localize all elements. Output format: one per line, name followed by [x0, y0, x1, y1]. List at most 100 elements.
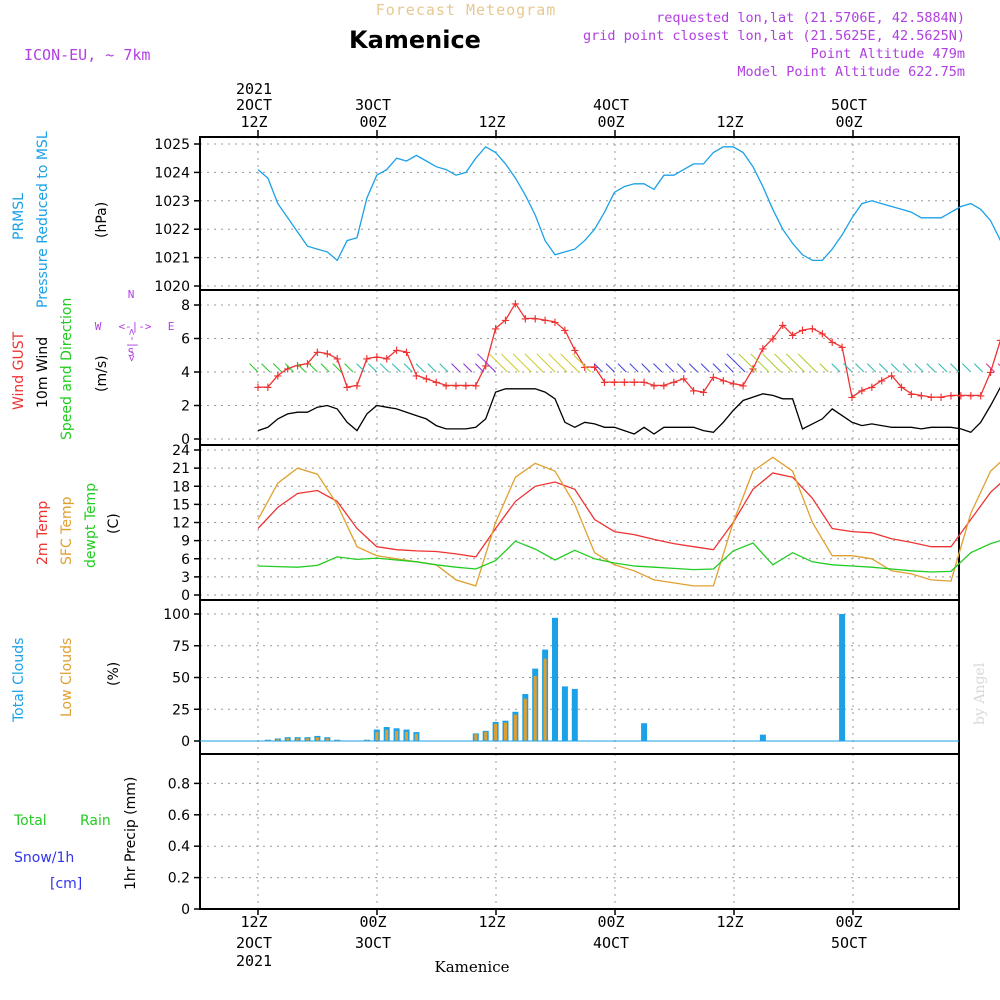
c-label: (C) — [106, 513, 122, 534]
wind-arrow — [878, 363, 888, 373]
gust-marker: + — [333, 352, 341, 368]
gust-marker: + — [343, 380, 351, 396]
compass-arrows-h: <-|-> — [118, 320, 151, 333]
temp2m-line — [257, 472, 1000, 558]
top-axis-hour: 12Z — [240, 113, 267, 131]
gust-marker: + — [462, 378, 470, 394]
wind-arrow — [379, 363, 390, 373]
wind-arrow — [902, 363, 912, 373]
y-tick-label: 25 — [172, 702, 190, 718]
top-axis-hour: 12Z — [716, 113, 743, 131]
wind-arrow — [617, 363, 627, 373]
gust-marker: + — [323, 347, 331, 363]
wind-arrow — [415, 363, 425, 373]
panel-frame — [199, 753, 960, 910]
model-label: ICON-EU, ~ 7km — [24, 46, 150, 64]
y-tick-label: 8 — [181, 298, 190, 314]
gust-marker: + — [264, 380, 272, 396]
y-tick-label: 15 — [172, 497, 190, 513]
gust-marker: + — [937, 390, 945, 406]
wind-arrow — [439, 363, 449, 373]
low-cloud-bar — [414, 733, 418, 741]
y-tick-label: 1025 — [154, 137, 190, 153]
wind-arrow — [356, 363, 366, 373]
panel5-labels: Total Rain Snow/1h [cm] 1hr Precip (mm) — [13, 777, 139, 892]
wind-arrow — [320, 363, 330, 373]
top-axis-date: 5OCT — [831, 96, 867, 114]
top-axis-date: 3OCT — [355, 96, 391, 114]
gust-marker: + — [283, 362, 291, 378]
y-tick-label: 0.4 — [168, 839, 190, 855]
wind-arrow — [296, 363, 306, 373]
compass-n: N — [128, 288, 135, 301]
top-axis-hour: 00Z — [359, 113, 386, 131]
wind-arrow — [284, 363, 294, 373]
wind-arrow — [368, 363, 378, 373]
y-tick-label: 6 — [181, 332, 190, 348]
wind-arrow — [605, 363, 615, 373]
wind10m-label: 10m Wind — [35, 337, 51, 408]
low-cloud-bar — [523, 698, 527, 741]
gust-marker: + — [541, 313, 549, 329]
total-cloud-bar — [552, 617, 558, 741]
bottom-location: Kamenice — [435, 958, 510, 976]
gust-marker: + — [679, 372, 687, 388]
gust-marker: + — [491, 321, 499, 337]
panel2-labels: Wind GUST 10m Wind Speed and Direction (… — [11, 288, 174, 440]
gust-marker: + — [996, 333, 1000, 349]
wind-arrow — [962, 363, 972, 373]
bottom-axis-hour: 00Z — [359, 913, 386, 931]
y-tick-label: 6 — [181, 552, 190, 568]
y-tick-label: 0.2 — [168, 871, 190, 887]
wind-arrow — [463, 363, 473, 373]
gust-marker: + — [947, 388, 955, 404]
ms-label: (m/s) — [94, 355, 110, 392]
gust-marker: + — [976, 388, 984, 404]
gust-marker: + — [531, 311, 539, 327]
gust-marker: + — [848, 390, 856, 406]
wind-arrow — [712, 363, 722, 373]
gust-marker: + — [689, 383, 697, 399]
bottom-axis-hour: 12Z — [716, 913, 743, 931]
compass-w: W — [95, 320, 102, 333]
y-tick-label: 0.6 — [168, 808, 190, 824]
wind-arrow — [536, 353, 556, 373]
gust-marker: + — [501, 313, 509, 329]
gust-marker: + — [382, 352, 390, 368]
gust-marker: + — [660, 378, 668, 394]
sfc-label: SFC Temp — [59, 496, 75, 565]
wind-arrow — [797, 353, 817, 373]
wind-arrow — [926, 363, 936, 373]
wind-arrow — [819, 363, 829, 373]
prmsl-label: PRMSL — [11, 193, 27, 240]
wind-arrow — [477, 353, 496, 373]
y-tick-label: 9 — [181, 534, 190, 550]
gust-marker: + — [927, 390, 935, 406]
location-title: Kamenice — [349, 26, 481, 54]
wind-arrow — [500, 353, 520, 373]
compass-e: E — [168, 320, 175, 333]
wind-arrow — [641, 363, 651, 373]
y-tick-label: 0 — [181, 588, 190, 604]
bottom-axis-date: 4OCT — [593, 934, 629, 952]
gust-marker: + — [739, 378, 747, 394]
precip-label: 1hr Precip (mm) — [123, 777, 139, 890]
wind-arrow — [403, 363, 413, 373]
wind-arrow — [867, 363, 877, 373]
gust-marker: + — [521, 311, 529, 327]
gust-label: Wind GUST — [11, 331, 27, 410]
sfc-temp-line — [257, 456, 1000, 587]
gust-marker: + — [571, 343, 579, 359]
bottom-axis-hour: 00Z — [597, 913, 624, 931]
gust-marker: + — [313, 345, 321, 361]
total-clouds-label: Total Clouds — [11, 638, 27, 723]
gust-marker: + — [957, 388, 965, 404]
wind-arrow — [572, 353, 591, 373]
gust-marker: + — [709, 370, 717, 386]
gust-marker: + — [967, 388, 975, 404]
gust-marker: + — [650, 378, 658, 394]
compass-rose: N W E S <-|-> <-|-> — [95, 288, 175, 362]
gridpoint-coords: grid point closest lon,lat (21.5625E, 42… — [583, 28, 965, 44]
gust-marker: + — [442, 378, 450, 394]
gust-marker: + — [363, 352, 371, 368]
